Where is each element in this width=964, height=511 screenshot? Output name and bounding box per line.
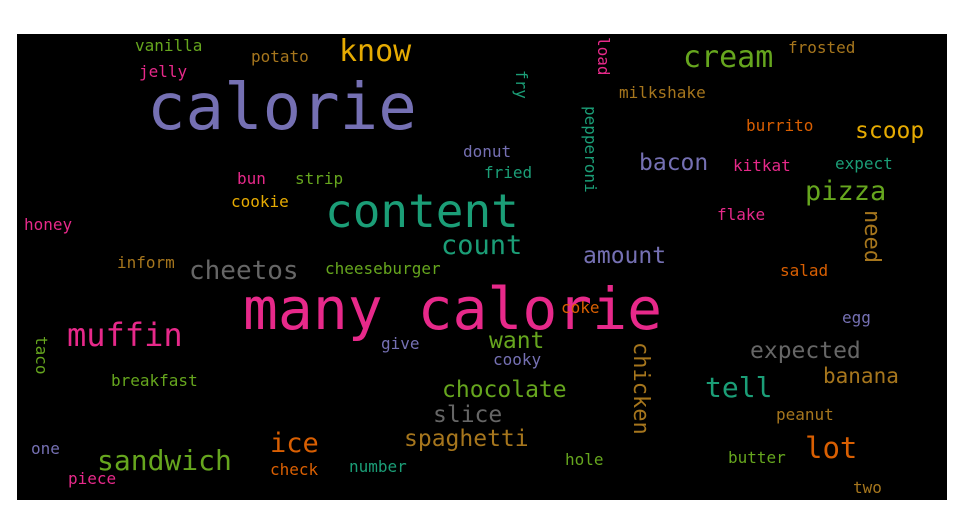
word-cooky: cooky <box>493 350 542 369</box>
word-pepperoni: pepperoni <box>581 106 600 193</box>
word-bacon: bacon <box>639 150 709 176</box>
word-hole: hole <box>565 450 604 469</box>
word-slice: slice <box>433 402 503 428</box>
word-chicken: chicken <box>628 342 653 435</box>
word-ice: ice <box>270 428 319 459</box>
word-cloud: calorie many calorie content know cream muffi… <box>17 34 947 500</box>
word-peanut: peanut <box>776 405 834 424</box>
word-milkshake: milkshake <box>619 83 706 102</box>
word-donut: donut <box>463 142 512 161</box>
word-flake: flake <box>717 205 766 224</box>
word-content: content <box>325 184 519 238</box>
word-coke: coke <box>561 298 600 317</box>
word-frosted: frosted <box>788 38 856 57</box>
word-number: number <box>349 457 407 476</box>
word-two: two <box>853 478 882 497</box>
word-fried: fried <box>484 163 533 182</box>
word-strip: strip <box>295 169 344 188</box>
word-scoop: scoop <box>855 118 925 144</box>
word-calorie: calorie <box>147 71 417 145</box>
word-piece: piece <box>68 469 117 488</box>
word-sandwich: sandwich <box>97 444 232 477</box>
word-taco: taco <box>32 336 51 375</box>
word-cheeseburger: cheeseburger <box>325 259 441 278</box>
word-jelly: jelly <box>139 62 188 81</box>
word-kitkat: kitkat <box>733 156 791 175</box>
word-vanilla: vanilla <box>135 36 203 55</box>
word-check: check <box>270 460 319 479</box>
word-breakfast: breakfast <box>111 371 198 390</box>
word-give: give <box>381 334 420 353</box>
word-want: want <box>489 328 545 354</box>
word-expected: expected <box>750 338 861 364</box>
word-lot: lot <box>805 431 858 465</box>
word-muffin: muffin <box>67 316 183 354</box>
word-spaghetti: spaghetti <box>404 426 529 452</box>
word-banana: banana <box>823 364 899 388</box>
word-count: count <box>441 230 523 261</box>
word-need: need <box>859 210 884 263</box>
word-salad: salad <box>780 261 829 280</box>
word-expect: expect <box>835 154 893 173</box>
word-bun: bun <box>237 169 266 188</box>
word-many-calorie: many calorie <box>243 275 663 343</box>
word-one: one <box>31 439 60 458</box>
word-know: know <box>339 34 412 69</box>
word-inform: inform <box>117 253 175 272</box>
word-burrito: burrito <box>746 116 814 135</box>
word-tell: tell <box>705 371 773 404</box>
word-load: load <box>594 37 613 76</box>
word-amount: amount <box>583 243 667 269</box>
word-fry: fry <box>512 70 531 99</box>
word-cream: cream <box>683 40 774 75</box>
word-potato: potato <box>251 47 309 66</box>
word-pizza: pizza <box>805 176 887 207</box>
word-cookie: cookie <box>231 192 289 211</box>
word-honey: honey <box>24 215 73 234</box>
word-butter: butter <box>728 448 786 467</box>
word-cheetos: cheetos <box>189 256 299 286</box>
word-egg: egg <box>842 308 871 327</box>
word-chocolate: chocolate <box>442 377 567 403</box>
